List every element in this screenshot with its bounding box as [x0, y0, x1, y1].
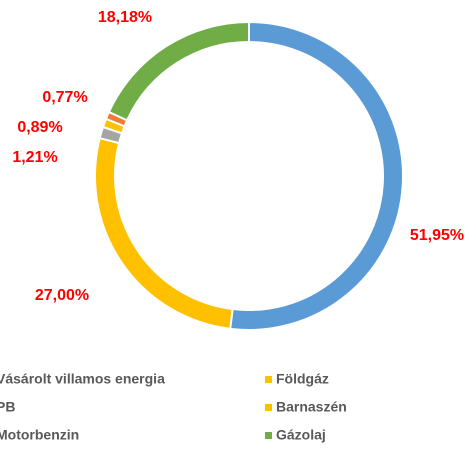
data-label: 0,77% [42, 89, 87, 106]
data-label: 27,00% [35, 287, 89, 304]
legend-label: PB [0, 399, 15, 415]
data-label: 51,95% [410, 227, 464, 244]
data-label: 0,89% [17, 119, 62, 136]
legend-label: Vásárolt villamos energia [0, 371, 165, 387]
donut-segment [94, 136, 234, 330]
data-label: 1,21% [12, 149, 57, 166]
legend-marker [265, 432, 272, 439]
legend-marker [265, 376, 272, 383]
legend-label: Barnaszén [276, 399, 347, 415]
donut-segment [107, 20, 250, 122]
donut-segment [229, 20, 404, 331]
legend-label: Motorbenzin [0, 427, 79, 443]
data-label: 18,18% [98, 9, 152, 26]
legend-label: Gázolaj [276, 427, 326, 443]
legend-label: Földgáz [276, 371, 329, 387]
legend-marker [265, 404, 272, 411]
